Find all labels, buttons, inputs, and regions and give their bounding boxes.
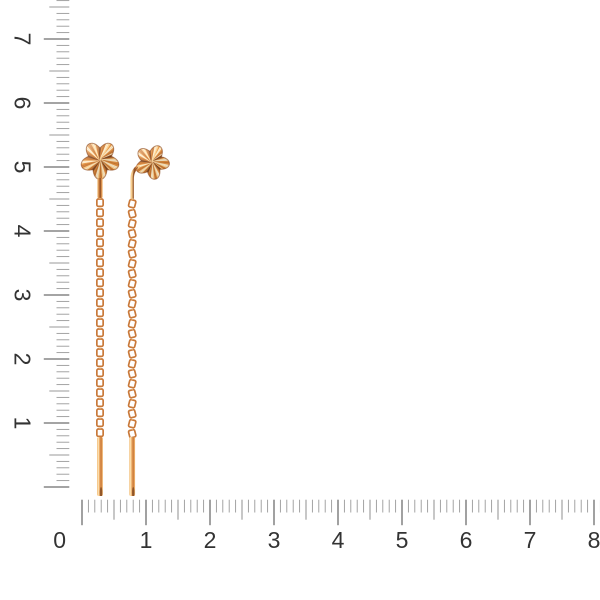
svg-text:7: 7 (10, 33, 36, 46)
svg-text:3: 3 (268, 527, 281, 553)
svg-text:0: 0 (53, 527, 66, 553)
svg-text:2: 2 (204, 527, 217, 553)
svg-text:8: 8 (588, 527, 600, 553)
svg-text:1: 1 (10, 417, 36, 430)
svg-text:1: 1 (140, 527, 153, 553)
svg-text:5: 5 (396, 527, 409, 553)
svg-text:6: 6 (460, 527, 473, 553)
svg-text:3: 3 (10, 289, 36, 302)
svg-text:4: 4 (10, 225, 36, 238)
svg-text:4: 4 (332, 527, 345, 553)
svg-text:7: 7 (524, 527, 537, 553)
svg-text:2: 2 (10, 353, 36, 366)
svg-text:6: 6 (10, 97, 36, 110)
svg-text:5: 5 (10, 161, 36, 174)
